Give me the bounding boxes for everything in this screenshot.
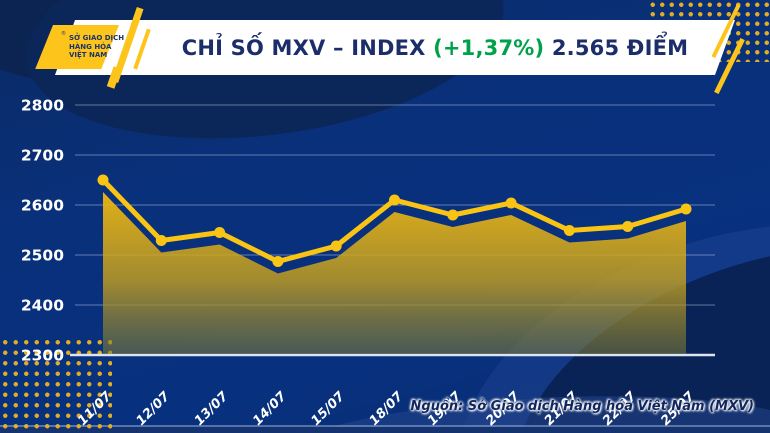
x-axis-label: 13/07: [192, 389, 232, 429]
title-banner: CHỈ SỐ MXV – INDEX (+1,37%) 2.565 ĐIỂM: [54, 20, 736, 75]
y-axis-tick-label: 2700: [21, 147, 64, 165]
x-axis-label: 14/07: [250, 389, 290, 429]
y-axis-tick-label: 2800: [21, 97, 64, 115]
y-axis-tick-label: 2300: [21, 347, 64, 365]
chart-title-change: (+1,37%): [433, 35, 545, 60]
data-point-marker: [97, 174, 109, 186]
x-axis-label: 11/07: [75, 389, 115, 429]
bottom-strip: [0, 427, 770, 433]
data-point-marker: [155, 235, 167, 246]
data-point-marker: [272, 256, 284, 267]
chart-title-value: 2.565 ĐIỂM: [544, 35, 689, 60]
x-axis-label: 18/07: [367, 389, 407, 429]
halftone-dots-bottom-left: [0, 337, 112, 433]
mxv-logo-text: SỞ GIAO DỊCH HÀNG HÓA VIỆT NAM: [69, 34, 125, 60]
data-point-marker: [447, 209, 459, 221]
data-point-marker: [622, 221, 634, 232]
source-note: Nguồn: Sở Giao dịch Hàng hóa Việt Nam (M…: [410, 399, 754, 414]
data-point-marker: [680, 203, 692, 215]
data-point-marker: [214, 227, 226, 238]
data-point-marker: [505, 197, 517, 209]
index-area-fill: [103, 192, 686, 354]
y-axis-tick-label: 2500: [21, 247, 64, 265]
x-axis-label: 15/07: [308, 389, 348, 429]
registered-trademark: ®: [61, 31, 66, 37]
data-point-marker: [330, 240, 342, 252]
bottom-divider-line: [0, 425, 770, 427]
chart-title-text: CHỈ SỐ MXV – INDEX: [181, 35, 434, 60]
x-axis-label: 12/07: [134, 389, 174, 429]
data-point-marker: [563, 225, 575, 236]
y-axis-tick-label: 2600: [21, 197, 64, 215]
chart-title: CHỈ SỐ MXV – INDEX (+1,37%) 2.565 ĐIỂM: [182, 36, 689, 60]
y-axis-tick-label: 2400: [21, 297, 64, 315]
data-point-marker: [389, 194, 400, 206]
